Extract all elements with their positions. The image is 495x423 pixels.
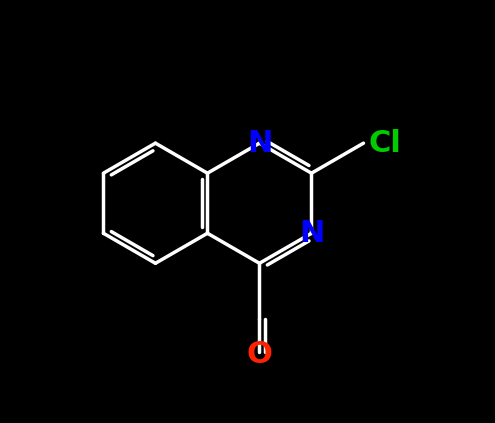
- Text: O: O: [247, 340, 272, 369]
- Text: N: N: [299, 219, 324, 248]
- Text: N: N: [247, 129, 272, 158]
- Text: Cl: Cl: [368, 129, 401, 158]
